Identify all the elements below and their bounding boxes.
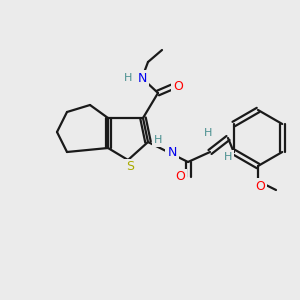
Text: H: H bbox=[154, 135, 162, 145]
Text: H: H bbox=[224, 152, 232, 162]
Text: H: H bbox=[204, 128, 212, 138]
Text: O: O bbox=[255, 179, 265, 193]
Text: O: O bbox=[175, 170, 185, 184]
Text: H: H bbox=[124, 73, 132, 83]
Text: S: S bbox=[126, 160, 134, 173]
Text: N: N bbox=[167, 146, 177, 158]
Text: N: N bbox=[137, 71, 147, 85]
Text: O: O bbox=[173, 80, 183, 94]
